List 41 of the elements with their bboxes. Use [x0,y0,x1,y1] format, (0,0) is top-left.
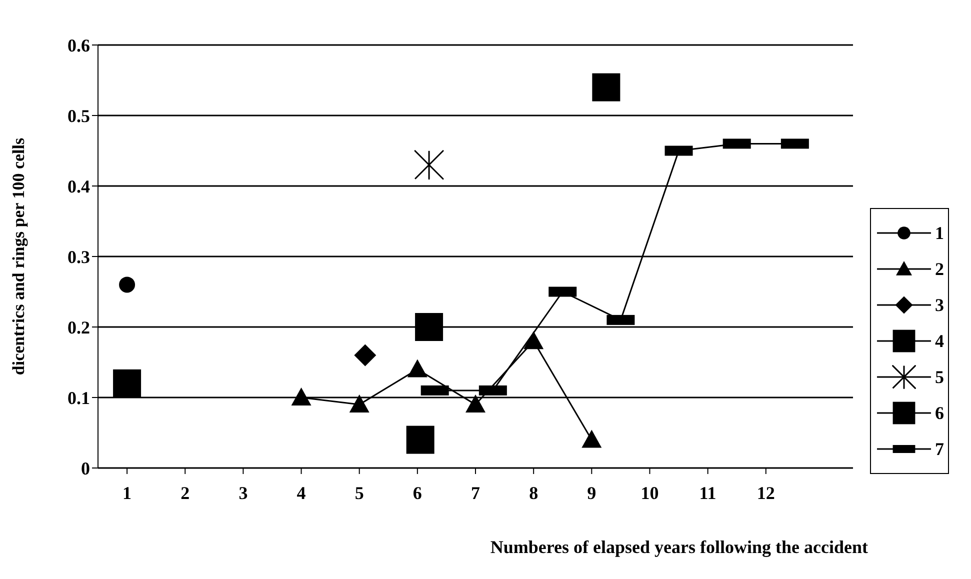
point [414,150,444,180]
point [592,73,620,102]
legend-label: 7 [935,438,944,460]
legend-label: 3 [935,294,944,316]
point [349,394,370,413]
x-tick-label: 7 [471,482,480,503]
x-tick-label: 9 [587,482,596,503]
point [466,394,486,413]
point [113,369,142,398]
point [354,344,376,366]
point [524,331,544,350]
x-tick-label: 11 [699,482,716,503]
y-tick-label: 0.6 [68,35,90,56]
x-tick-label: 4 [296,482,306,503]
x-tick-label: 3 [238,482,248,503]
legend-label: 1 [935,222,944,244]
x-tick-label: 12 [756,482,775,503]
point [291,388,312,406]
y-tick-label: 0 [81,458,90,478]
x-tick-label: 2 [180,482,190,503]
x-tick-label: 1 [122,482,132,503]
x-tick-label: 5 [354,482,364,503]
x-tick-label: 10 [640,482,659,503]
legend-label: 6 [935,402,944,424]
y-tick-label: 0.3 [68,246,90,267]
y-tick-label: 0.2 [68,317,90,338]
point [406,426,434,454]
x-tick-label: 6 [412,482,422,503]
y-tick-label: 0.1 [68,388,90,408]
point [119,276,136,293]
x-tick-label: 8 [529,482,538,503]
legend-label: 5 [935,366,944,388]
legend-label: 2 [935,258,944,280]
x-axis-title: Numberes of elapsed years following the accident [490,537,868,557]
y-tick-label: 0.5 [68,106,90,126]
y-tick-label: 0.4 [68,176,90,196]
point [407,359,428,378]
y-axis-title: dicentrics and rings per 100 cells [9,138,28,376]
legend-label: 4 [935,330,944,352]
point [415,313,444,341]
point [582,430,602,448]
